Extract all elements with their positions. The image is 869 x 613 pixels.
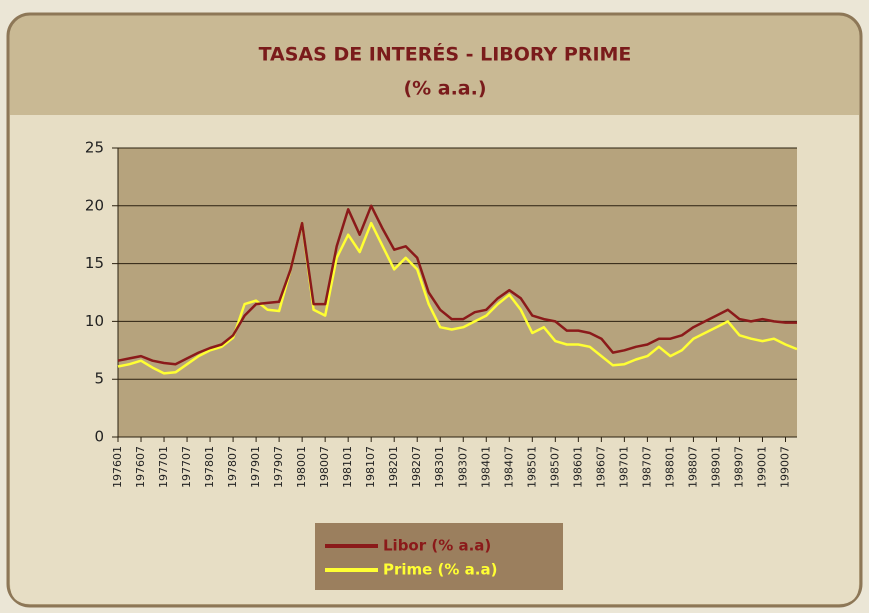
x-tick-label: 198007 <box>318 446 331 488</box>
x-tick-label: 197701 <box>157 446 170 488</box>
y-tick-label: 20 <box>85 196 104 214</box>
chart-title: TASAS DE INTERÉS - LIBORY PRIME <box>259 43 632 66</box>
y-tick-label: 15 <box>85 254 104 272</box>
plot-area <box>118 148 797 437</box>
y-tick-label: 10 <box>85 312 104 330</box>
x-tick-label: 199007 <box>778 446 791 488</box>
x-tick-label: 197807 <box>226 446 239 488</box>
x-tick-label: 197601 <box>111 446 124 488</box>
x-tick-label: 198001 <box>295 446 308 488</box>
x-tick-label: 198801 <box>663 446 676 488</box>
y-tick-label: 25 <box>85 139 104 157</box>
series-line <box>117 204 797 366</box>
legend-label: Prime (% a.a) <box>383 561 497 579</box>
x-tick-label: 198607 <box>594 446 607 488</box>
x-tick-label: 198307 <box>456 446 469 488</box>
x-tick-label: 198407 <box>502 446 515 488</box>
x-tick-label: 198807 <box>686 446 699 488</box>
x-tick-label: 198901 <box>709 446 722 488</box>
x-tick-label: 198601 <box>571 446 584 488</box>
x-tick-label: 197707 <box>180 446 193 488</box>
x-tick-label: 197607 <box>134 446 147 488</box>
x-tick-label: 199001 <box>755 446 768 488</box>
series-line <box>117 221 798 375</box>
y-tick-label: 5 <box>94 370 104 388</box>
x-tick-label: 198201 <box>387 446 400 488</box>
x-tick-label: 198401 <box>479 446 492 488</box>
x-tick-label: 198707 <box>640 446 653 488</box>
x-tick-label: 198907 <box>732 446 745 488</box>
x-tick-label: 198107 <box>364 446 377 488</box>
x-tick-label: 198701 <box>617 446 630 488</box>
x-tick-label: 198207 <box>410 446 423 488</box>
x-tick-label: 198101 <box>341 446 354 488</box>
x-tick-label: 197901 <box>249 446 262 488</box>
chart-subtitle: (% a.a.) <box>403 78 486 100</box>
x-tick-label: 197801 <box>203 446 216 488</box>
x-tick-label: 198507 <box>548 446 561 488</box>
x-tick-label: 198501 <box>525 446 538 488</box>
legend <box>315 523 563 590</box>
x-tick-label: 198301 <box>433 446 446 488</box>
x-tick-label: 197907 <box>272 446 285 488</box>
legend-label: Libor (% a.a) <box>383 537 491 555</box>
y-tick-label: 0 <box>94 428 104 446</box>
